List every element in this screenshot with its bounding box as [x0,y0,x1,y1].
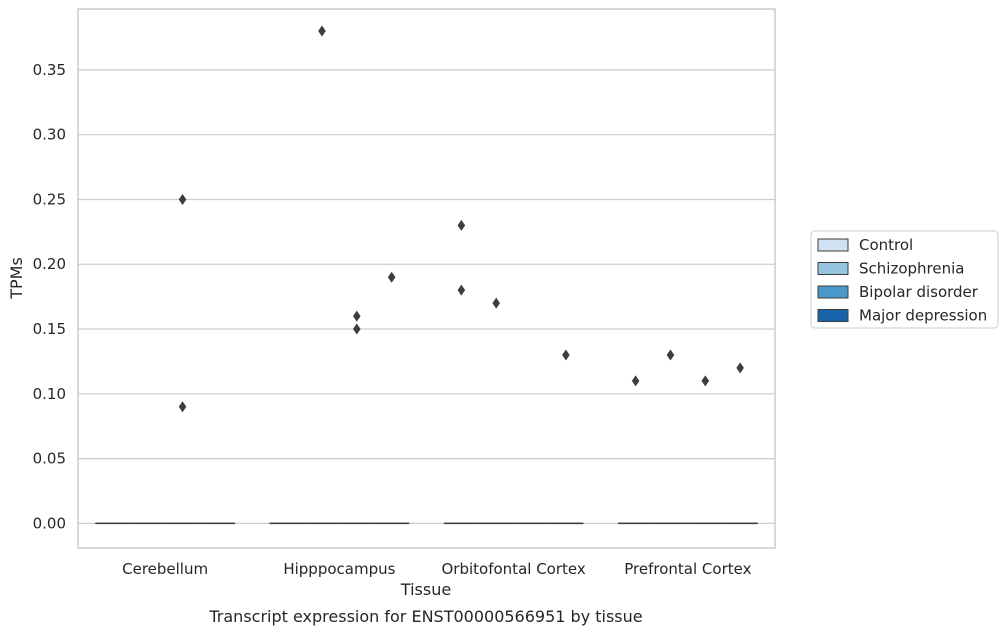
y-tick-label: 0.05 [33,450,66,468]
x-axis-ticks: Cerebellum Hipppocampus Orbitofontal Corte… [122,560,751,578]
outlier-point [353,310,361,322]
y-tick-label: 0.10 [33,385,66,403]
chart-caption: Transcript expression for ENST0000056695… [208,607,642,626]
legend: Control Schizophrenia Bipolar disorder Majo… [810,230,999,329]
legend-label: Bipolar disorder [859,283,979,301]
legend-swatch [817,309,849,322]
outlier-point [666,349,675,361]
outlier-point [387,271,396,283]
outlier-point [178,401,187,413]
x-tick-label: Prefrontal Cortex [624,560,751,578]
y-tick-label: 0.00 [33,514,66,532]
y-axis-ticks: 0.00 0.05 0.10 0.15 0.20 0.25 0.30 0.35 [33,61,66,532]
x-tick-label: Orbitofontal Cortex [442,560,586,578]
outlier-point [457,219,466,231]
outlier-point [178,193,187,205]
y-tick-label: 0.20 [33,255,66,273]
legend-label: Control [859,236,913,254]
outlier-point [457,284,466,296]
legend-swatch [817,262,849,275]
plot-area-frame [77,8,776,549]
outlier-point [492,297,500,309]
outlier-point [562,349,570,361]
outlier-point [736,362,744,374]
x-axis-label: Tissue [400,580,451,599]
outlier-point [353,323,361,335]
y-tick-label: 0.30 [33,126,66,144]
y-tick-label: 0.15 [33,320,66,338]
x-tick-label: Cerebellum [122,560,208,578]
y-tick-label: 0.35 [33,61,66,79]
legend-swatch [817,285,849,299]
y-tick-label: 0.25 [33,190,66,208]
legend-label: Major depression [859,307,987,325]
legend-frame [810,230,999,329]
y-axis-label: TPMs [7,257,26,300]
legend-label: Schizophrenia [859,260,964,278]
outlier-point [701,375,710,387]
outlier-point [318,25,326,37]
outlier-points [178,25,744,413]
y-gridlines [78,69,775,524]
outlier-point [631,375,640,387]
legend-swatch [817,238,849,252]
x-tick-label: Hipppocampus [283,560,395,578]
